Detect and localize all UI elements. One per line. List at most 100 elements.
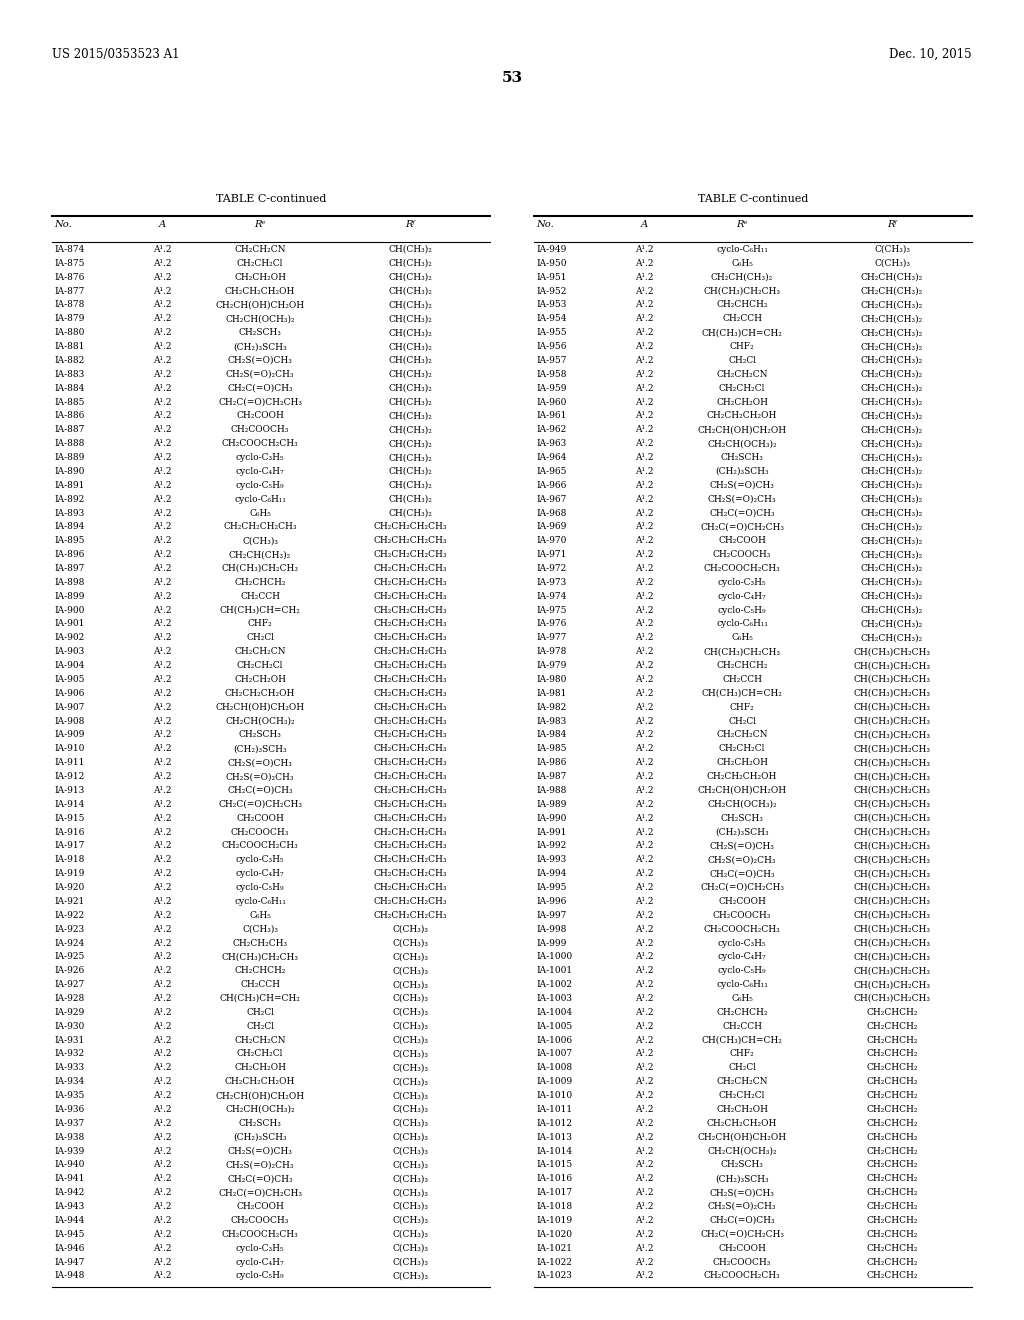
Text: CH₂CH₂CH₂CH₃: CH₂CH₂CH₂CH₃ [374,813,446,822]
Text: CH₂CH(CH₃)₂: CH₂CH(CH₃)₂ [861,550,924,560]
Text: CH₂COOCH₂CH₃: CH₂COOCH₂CH₃ [221,1230,298,1238]
Text: IA-900: IA-900 [54,606,84,615]
Text: IA-970: IA-970 [536,536,566,545]
Text: A¹.2: A¹.2 [154,1036,172,1044]
Text: IA-883: IA-883 [54,370,84,379]
Text: IA-951: IA-951 [536,273,566,281]
Text: A¹.2: A¹.2 [154,356,172,364]
Text: CH₂CH(CH₃)₂: CH₂CH(CH₃)₂ [861,425,924,434]
Text: IA-965: IA-965 [536,467,566,477]
Text: CH(CH₃)₂: CH(CH₃)₂ [388,370,432,379]
Text: IA-910: IA-910 [54,744,84,754]
Text: IA-1013: IA-1013 [536,1133,572,1142]
Text: CH₂CH₂CN: CH₂CH₂CN [234,647,286,656]
Text: CH₂CH₂CH₂CH₃: CH₂CH₂CH₂CH₃ [374,730,446,739]
Text: CH₂CH(CH₃)₂: CH₂CH(CH₃)₂ [861,634,924,643]
Text: C(CH₃)₃: C(CH₃)₃ [392,1064,428,1072]
Text: CH₂COOCH₂CH₃: CH₂COOCH₂CH₃ [221,440,298,449]
Text: CH(CH₃)₂: CH(CH₃)₂ [388,397,432,407]
Text: IA-891: IA-891 [54,480,84,490]
Text: A¹.2: A¹.2 [635,994,654,1003]
Text: IA-1016: IA-1016 [536,1175,572,1183]
Text: CH₂CH(CH₃)₂: CH₂CH(CH₃)₂ [861,606,924,615]
Text: A¹.2: A¹.2 [154,508,172,517]
Text: C(CH₃)₃: C(CH₃)₃ [392,966,428,975]
Text: A¹.2: A¹.2 [635,467,654,477]
Text: A¹.2: A¹.2 [154,634,172,643]
Text: A¹.2: A¹.2 [154,702,172,711]
Text: IA-877: IA-877 [54,286,84,296]
Text: A¹.2: A¹.2 [154,453,172,462]
Text: CH₂CH₂CH₂CH₃: CH₂CH₂CH₂CH₃ [374,647,446,656]
Text: CH₂CH(CH₃)₂: CH₂CH(CH₃)₂ [861,495,924,504]
Text: IA-987: IA-987 [536,772,566,781]
Text: IA-976: IA-976 [536,619,566,628]
Text: CH₂CH(OH)CH₂OH: CH₂CH(OH)CH₂OH [697,425,786,434]
Text: CH₂SCH₃: CH₂SCH₃ [239,329,282,337]
Text: A¹.2: A¹.2 [635,440,654,449]
Text: A¹.2: A¹.2 [154,314,172,323]
Text: CH₂CHCH₂: CH₂CHCH₂ [866,1064,918,1072]
Text: A¹.2: A¹.2 [154,1049,172,1059]
Text: IA-932: IA-932 [54,1049,84,1059]
Text: CH(CH₃)CH₂CH₃: CH(CH₃)CH₂CH₃ [221,952,299,961]
Text: CH₂CH₂CH₂CH₃: CH₂CH₂CH₂CH₃ [374,841,446,850]
Text: IA-1009: IA-1009 [536,1077,572,1086]
Text: C(CH₃)₃: C(CH₃)₃ [392,924,428,933]
Text: IA-1003: IA-1003 [536,994,572,1003]
Text: CH₂Cl: CH₂Cl [246,1022,274,1031]
Text: CH(CH₃)CH₂CH₃: CH(CH₃)CH₂CH₃ [854,813,931,822]
Text: A¹.2: A¹.2 [154,896,172,906]
Text: CH₂C(=O)CH₂CH₃: CH₂C(=O)CH₂CH₃ [218,800,302,809]
Text: cyclo-C₆H₁₁: cyclo-C₆H₁₁ [234,495,286,504]
Text: CH₂SCH₃: CH₂SCH₃ [721,1160,764,1170]
Text: A¹.2: A¹.2 [154,758,172,767]
Text: CH₂C(=O)CH₃: CH₂C(=O)CH₃ [227,1175,293,1183]
Text: A¹.2: A¹.2 [635,370,654,379]
Text: IA-998: IA-998 [536,924,566,933]
Text: cyclo-C₅H₉: cyclo-C₅H₉ [236,883,285,892]
Text: CH₂CH(OH)CH₂OH: CH₂CH(OH)CH₂OH [215,1092,304,1100]
Text: CH₂S(=O)CH₃: CH₂S(=O)CH₃ [227,356,293,364]
Text: CH₂CCH: CH₂CCH [722,675,762,684]
Text: IA-1004: IA-1004 [536,1008,572,1016]
Text: IA-1021: IA-1021 [536,1243,572,1253]
Text: A¹.2: A¹.2 [635,1049,654,1059]
Text: CH(CH₃)CH₂CH₃: CH(CH₃)CH₂CH₃ [854,758,931,767]
Text: CH₂CHCH₂: CH₂CHCH₂ [717,1008,768,1016]
Text: IA-909: IA-909 [54,730,84,739]
Text: IA-999: IA-999 [536,939,566,948]
Text: CH₂C(=O)CH₂CH₃: CH₂C(=O)CH₂CH₃ [700,883,784,892]
Text: A¹.2: A¹.2 [154,384,172,393]
Text: C(CH₃)₃: C(CH₃)₃ [392,1105,428,1114]
Text: A¹.2: A¹.2 [635,1258,654,1266]
Text: cyclo-C₃H₅: cyclo-C₃H₅ [236,1243,285,1253]
Text: A¹.2: A¹.2 [635,758,654,767]
Text: IA-1000: IA-1000 [536,952,572,961]
Text: IA-959: IA-959 [536,384,566,393]
Text: IA-997: IA-997 [536,911,566,920]
Text: CH(CH₃)₂: CH(CH₃)₂ [388,273,432,281]
Text: A¹.2: A¹.2 [154,397,172,407]
Text: IA-967: IA-967 [536,495,566,504]
Text: A¹.2: A¹.2 [635,924,654,933]
Text: CH(CH₃)₂: CH(CH₃)₂ [388,384,432,393]
Text: A¹.2: A¹.2 [154,480,172,490]
Text: CH₂CH(CH₃)₂: CH₂CH(CH₃)₂ [861,342,924,351]
Text: A¹.2: A¹.2 [154,1147,172,1155]
Text: IA-942: IA-942 [54,1188,84,1197]
Text: CH₂CH(CH₃)₂: CH₂CH(CH₃)₂ [861,356,924,364]
Text: CH₂CH₂CH₂CH₃: CH₂CH₂CH₂CH₃ [374,896,446,906]
Text: A¹.2: A¹.2 [154,661,172,671]
Text: CH₂CH(CH₃)₂: CH₂CH(CH₃)₂ [861,440,924,449]
Text: CH₂COOH: CH₂COOH [718,896,766,906]
Text: (CH₂)₃SCH₃: (CH₂)₃SCH₃ [715,1175,769,1183]
Text: A¹.2: A¹.2 [154,1160,172,1170]
Text: CH(CH₃)₂: CH(CH₃)₂ [388,259,432,268]
Text: IA-971: IA-971 [536,550,566,560]
Text: CH(CH₃)CH₂CH₃: CH(CH₃)CH₂CH₃ [854,994,931,1003]
Text: C(CH₃)₃: C(CH₃)₃ [392,1022,428,1031]
Text: A¹.2: A¹.2 [635,869,654,878]
Text: A¹.2: A¹.2 [635,813,654,822]
Text: IA-949: IA-949 [536,246,566,253]
